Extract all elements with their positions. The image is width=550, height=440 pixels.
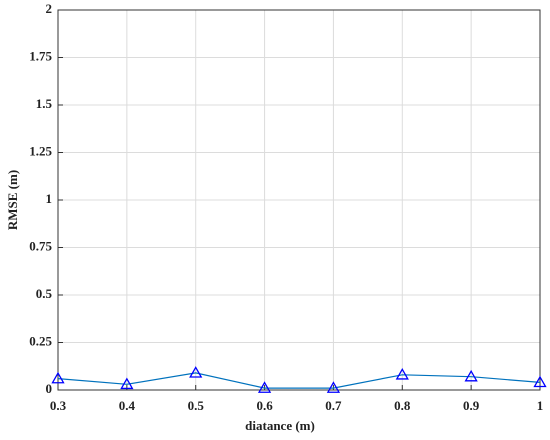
y-tick-label: 2 (46, 1, 53, 16)
data-point (257, 381, 272, 393)
data-point (533, 375, 547, 388)
x-tick-label: 0.4 (119, 398, 136, 413)
y-tick-label: 1 (46, 191, 53, 206)
y-axis-label: RMSE (m) (5, 170, 20, 230)
x-tick-label: 0.7 (325, 398, 342, 413)
data-point (51, 371, 65, 384)
y-tick-label: 1.75 (29, 48, 52, 63)
y-tick-label: 0 (46, 381, 53, 396)
y-tick-label: 0.25 (29, 333, 52, 348)
x-axis-label: diatance (m) (245, 418, 315, 433)
data-point (464, 369, 478, 382)
series-line (57, 372, 541, 389)
plot-frame (57, 9, 541, 391)
data-point (326, 381, 341, 393)
x-tick-label: 0.8 (394, 398, 411, 413)
x-tick-label: 0.3 (50, 398, 67, 413)
data-point (189, 366, 203, 378)
x-tick-label: 0.6 (256, 398, 273, 413)
y-tick-label: 1.5 (36, 96, 53, 111)
y-tick-label: 0.5 (36, 286, 53, 301)
x-tick-label: 1 (537, 398, 544, 413)
x-tick-label: 0.9 (463, 398, 480, 413)
y-tick-label: 1.25 (29, 143, 52, 158)
data-point (395, 367, 409, 380)
data-point (120, 377, 134, 390)
y-tick-label: 0.75 (29, 238, 52, 253)
x-tick-label: 0.5 (188, 398, 205, 413)
